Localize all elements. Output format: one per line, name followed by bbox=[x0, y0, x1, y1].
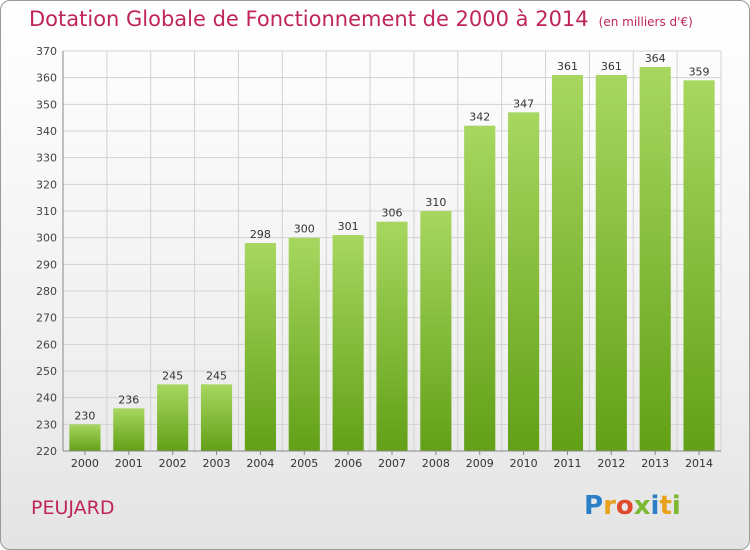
x-tick-label: 2000 bbox=[71, 457, 99, 470]
logo-letter: r bbox=[603, 491, 616, 521]
bar-value-label: 298 bbox=[250, 228, 271, 241]
x-tick-label: 2006 bbox=[334, 457, 362, 470]
bar-value-label: 347 bbox=[513, 97, 534, 110]
x-tick-label: 2011 bbox=[553, 457, 581, 470]
logo-letter: o bbox=[615, 491, 634, 521]
bar bbox=[113, 408, 145, 451]
x-tick-label: 2004 bbox=[246, 457, 274, 470]
bar-value-label: 245 bbox=[206, 369, 227, 382]
y-tick-label: 270 bbox=[36, 312, 57, 325]
label-layer: 230 236 245 245 298 300 301 306 310 342 347 361 361 3… bbox=[74, 52, 709, 422]
y-tick-label: 310 bbox=[36, 205, 57, 218]
bar-value-label: 236 bbox=[118, 393, 139, 406]
x-tick-label: 2007 bbox=[378, 457, 406, 470]
x-tick-label: 2001 bbox=[115, 457, 143, 470]
bar bbox=[420, 211, 452, 451]
y-tick-label: 300 bbox=[36, 232, 57, 245]
y-tick-label: 330 bbox=[36, 152, 57, 165]
bar bbox=[464, 125, 496, 452]
y-tick-label: 370 bbox=[36, 45, 57, 58]
bar-value-label: 301 bbox=[338, 220, 359, 233]
chart-title-block: Dotation Globale de Fonctionnement de 20… bbox=[29, 7, 693, 31]
bar bbox=[551, 75, 584, 451]
axis-layer: 220 230 240 250 260 270 280 290 300 310 320 330 340 3… bbox=[36, 45, 721, 470]
y-tick-label: 230 bbox=[36, 418, 57, 431]
x-tick-label: 2002 bbox=[159, 457, 187, 470]
logo-letter: x bbox=[633, 491, 651, 521]
bar-layer bbox=[69, 67, 715, 452]
x-tick-label: 2012 bbox=[597, 457, 625, 470]
proxiti-logo[interactable]: Proxiti bbox=[584, 491, 681, 521]
bar bbox=[244, 243, 276, 451]
y-tick-label: 260 bbox=[36, 338, 57, 351]
bar bbox=[376, 221, 408, 451]
place-name: PEUJARD bbox=[31, 497, 115, 519]
y-tick-label: 290 bbox=[36, 258, 57, 271]
y-tick-label: 340 bbox=[36, 125, 57, 138]
bar-value-label: 359 bbox=[689, 65, 710, 78]
bar-value-label: 361 bbox=[557, 60, 578, 73]
y-tick-label: 280 bbox=[36, 285, 57, 298]
bar bbox=[595, 75, 627, 451]
bar-value-label: 364 bbox=[645, 52, 666, 65]
y-tick-label: 320 bbox=[36, 178, 57, 191]
bar bbox=[508, 112, 540, 451]
y-tick-label: 360 bbox=[36, 72, 57, 85]
bar bbox=[69, 424, 101, 451]
bar bbox=[332, 235, 364, 451]
x-tick-label: 2005 bbox=[290, 457, 318, 470]
bar bbox=[683, 80, 715, 451]
bar bbox=[288, 237, 320, 451]
y-tick-label: 220 bbox=[36, 445, 57, 458]
x-tick-label: 2009 bbox=[466, 457, 494, 470]
logo-letter: P bbox=[584, 491, 604, 521]
y-tick-label: 350 bbox=[36, 98, 57, 111]
bar bbox=[639, 67, 671, 451]
bar-value-label: 342 bbox=[469, 111, 490, 124]
y-tick-label: 240 bbox=[36, 392, 57, 405]
bar-value-label: 230 bbox=[74, 409, 95, 422]
chart-subtitle: (en milliers d'€) bbox=[598, 15, 693, 29]
bar bbox=[200, 384, 233, 451]
logo-letter: t bbox=[659, 491, 672, 521]
logo-letter: i bbox=[671, 491, 681, 521]
logo-letter: i bbox=[650, 491, 660, 521]
x-tick-label: 2003 bbox=[203, 457, 231, 470]
x-tick-label: 2014 bbox=[685, 457, 713, 470]
y-tick-label: 250 bbox=[36, 365, 57, 378]
bar-value-label: 306 bbox=[382, 207, 403, 220]
x-tick-label: 2008 bbox=[422, 457, 450, 470]
bar-value-label: 300 bbox=[294, 223, 315, 236]
chart-title: Dotation Globale de Fonctionnement de 20… bbox=[29, 7, 589, 31]
bar-value-label: 361 bbox=[601, 60, 622, 73]
x-tick-label: 2013 bbox=[641, 457, 669, 470]
bar-value-label: 245 bbox=[162, 369, 183, 382]
bar bbox=[157, 384, 189, 451]
bar-value-label: 310 bbox=[425, 196, 446, 209]
x-tick-label: 2010 bbox=[510, 457, 538, 470]
